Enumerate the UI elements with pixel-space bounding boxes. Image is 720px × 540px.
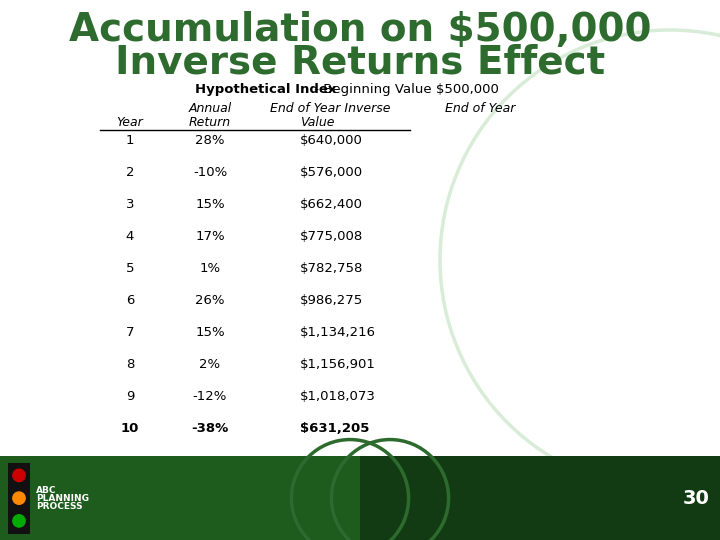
Text: Hypothetical Index: Hypothetical Index <box>195 84 336 97</box>
Text: $640,000: $640,000 <box>300 133 363 146</box>
Text: $986,275: $986,275 <box>300 294 364 307</box>
Text: 15%: 15% <box>195 326 225 339</box>
Text: Inverse Returns Effect: Inverse Returns Effect <box>115 43 605 81</box>
Text: Annual: Annual <box>189 102 232 114</box>
Text: $1,156,901: $1,156,901 <box>300 357 376 370</box>
Text: 1: 1 <box>126 133 134 146</box>
Text: -12%: -12% <box>193 389 228 402</box>
Text: 8: 8 <box>126 357 134 370</box>
Text: 15%: 15% <box>195 198 225 211</box>
Text: Year: Year <box>117 116 143 129</box>
Text: 10: 10 <box>121 422 139 435</box>
Text: Return: Return <box>189 116 231 129</box>
Text: $782,758: $782,758 <box>300 261 364 274</box>
Text: PROCESS: PROCESS <box>36 502 83 511</box>
Text: Value: Value <box>300 116 335 129</box>
Text: 17%: 17% <box>195 230 225 242</box>
Text: 28%: 28% <box>195 133 225 146</box>
Text: $631,205: $631,205 <box>300 422 369 435</box>
Text: 2%: 2% <box>199 357 220 370</box>
Circle shape <box>13 492 25 504</box>
Text: End of Year Inverse: End of Year Inverse <box>270 102 390 114</box>
Text: 26%: 26% <box>195 294 225 307</box>
Text: Accumulation on $500,000: Accumulation on $500,000 <box>68 11 652 49</box>
Text: -10%: -10% <box>193 165 227 179</box>
Text: 30: 30 <box>683 489 710 508</box>
Text: ABC: ABC <box>36 485 56 495</box>
Text: 9: 9 <box>126 389 134 402</box>
Text: $662,400: $662,400 <box>300 198 363 211</box>
Text: 5: 5 <box>126 261 134 274</box>
Bar <box>8 463 30 534</box>
Bar <box>360 456 720 540</box>
Text: - Beginning Value $500,000: - Beginning Value $500,000 <box>310 84 499 97</box>
Circle shape <box>13 515 25 527</box>
Text: $1,134,216: $1,134,216 <box>300 326 376 339</box>
Text: 4: 4 <box>126 230 134 242</box>
Bar <box>0 456 720 540</box>
Text: 3: 3 <box>126 198 134 211</box>
Text: 2: 2 <box>126 165 134 179</box>
Text: PLANNING: PLANNING <box>36 494 89 503</box>
Text: $775,008: $775,008 <box>300 230 364 242</box>
Text: 6: 6 <box>126 294 134 307</box>
Text: End of Year: End of Year <box>445 102 516 114</box>
Text: 7: 7 <box>126 326 134 339</box>
Text: 1%: 1% <box>199 261 220 274</box>
Text: $1,018,073: $1,018,073 <box>300 389 376 402</box>
Text: -38%: -38% <box>192 422 229 435</box>
Circle shape <box>13 469 25 482</box>
Text: $576,000: $576,000 <box>300 165 363 179</box>
